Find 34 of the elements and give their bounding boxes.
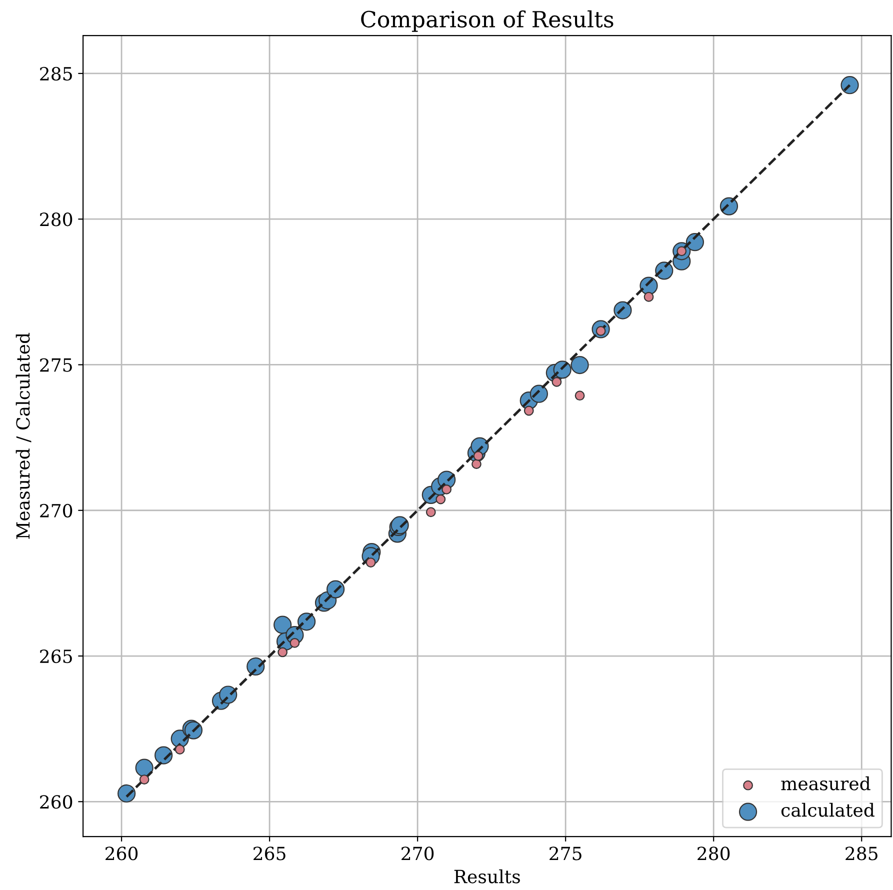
x-axis-title: Results	[454, 869, 520, 884]
point	[840, 76, 859, 94]
point	[278, 647, 288, 658]
point	[472, 459, 482, 470]
y-tick-label: 270	[40, 504, 72, 518]
point	[366, 558, 376, 568]
y-tick-label: 280	[40, 212, 72, 226]
x-tick-label: 265	[254, 846, 286, 860]
point	[290, 638, 300, 648]
y-tick-label: 275	[40, 358, 72, 372]
y-axis-title: Measured / Calculated	[16, 332, 32, 539]
point	[426, 507, 436, 518]
point	[552, 376, 562, 387]
point	[442, 484, 452, 494]
point	[139, 774, 150, 784]
point	[524, 406, 534, 416]
legend-label: calculated	[781, 802, 874, 817]
point	[570, 356, 589, 374]
x-tick-label: 260	[106, 846, 138, 860]
legend-label: measured	[781, 776, 870, 790]
y-tick-label: 265	[40, 649, 72, 664]
point	[436, 494, 446, 504]
point	[644, 292, 654, 302]
x-tick-label: 280	[698, 846, 730, 860]
point	[574, 390, 585, 401]
x-tick-label: 275	[550, 846, 582, 860]
point	[135, 758, 154, 777]
y-tick-label: 260	[40, 795, 72, 809]
point	[274, 616, 292, 634]
point	[174, 744, 185, 754]
x-tick-label: 285	[846, 846, 878, 860]
chart-title: Comparison of Results	[361, 10, 614, 32]
y-tick-label: 285	[40, 66, 72, 81]
x-tick-label: 270	[402, 846, 434, 860]
